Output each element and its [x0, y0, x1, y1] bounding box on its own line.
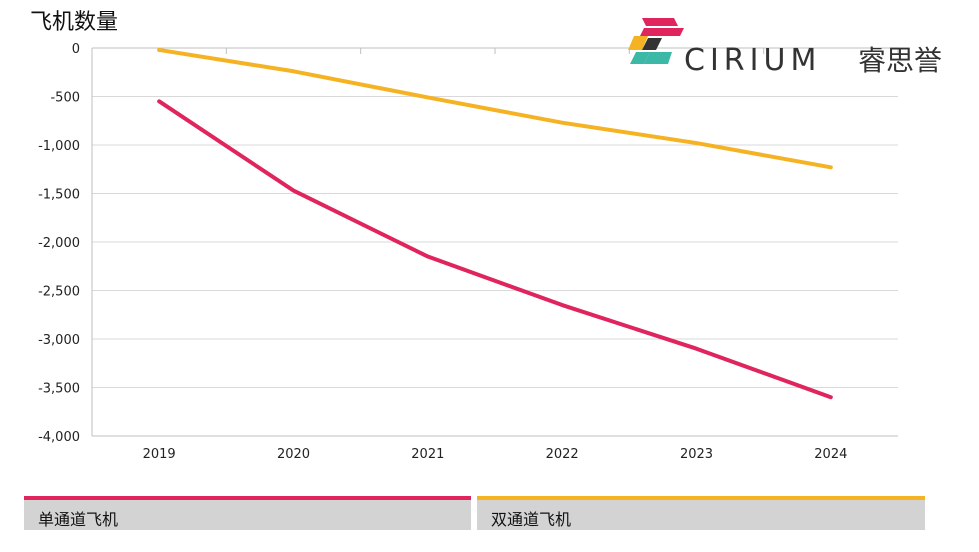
y-tick-label: -500: [50, 91, 80, 106]
y-tick-label: -1,500: [38, 188, 80, 203]
legend-label-twin-aisle: 双通道飞机: [491, 510, 572, 529]
legend-item-twin-aisle: 双通道飞机: [477, 496, 925, 530]
x-tick-label: 2019: [143, 447, 176, 462]
legend-label-single-aisle: 单通道飞机: [38, 510, 119, 529]
y-tick-label: -2,500: [38, 285, 80, 300]
y-tick-label: -3,500: [38, 382, 80, 397]
y-axis-title: 飞机数量: [30, 10, 119, 35]
y-tick-label: 0: [72, 42, 80, 57]
cirium-logo-cn: 睿思誉: [858, 44, 943, 77]
legend-swatch-twin-aisle: [477, 496, 925, 500]
x-tick-label: 2023: [680, 447, 713, 462]
series-line-single-aisle: [157, 99, 833, 400]
x-tick-label: 2021: [411, 447, 444, 462]
cirium-logo-text: CIRIUM: [684, 43, 822, 78]
line-chart: 0 -500 -1,000 -1,500 -2,000 -2,500 -3,000 -3,50…: [38, 42, 899, 462]
y-tick-label: -1,000: [38, 139, 80, 154]
legend-item-single-aisle: 单通道飞机: [24, 496, 471, 530]
cirium-logo-icon: [628, 18, 684, 64]
x-tick-label: 2020: [277, 447, 310, 462]
cirium-logo: CIRIUM 睿思誉: [628, 16, 958, 80]
y-tick-label: -3,000: [38, 333, 80, 348]
series-line-twin-aisle: [157, 47, 833, 170]
y-tick-label: -2,000: [38, 236, 80, 251]
x-tick-label: 2022: [546, 447, 579, 462]
legend-swatch-single-aisle: [24, 496, 471, 500]
y-tick-label: -4,000: [38, 430, 80, 445]
x-tick-label: 2024: [814, 447, 847, 462]
